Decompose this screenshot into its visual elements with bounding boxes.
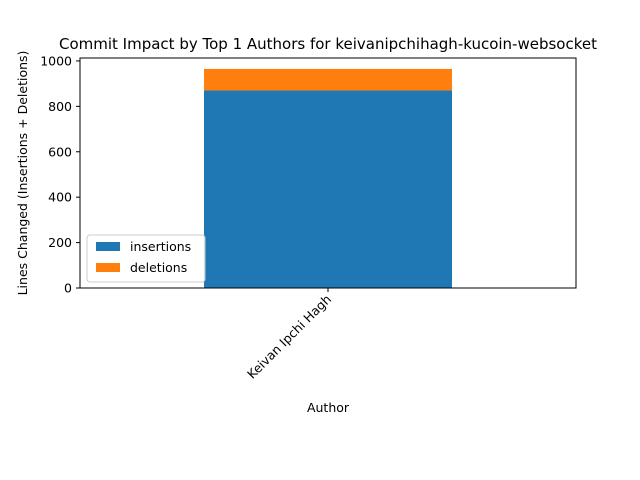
legend: insertions deletions [86, 234, 206, 283]
bars-layer [204, 68, 452, 288]
chart-title: Commit Impact by Top 1 Authors for keiva… [59, 35, 597, 53]
x-axis-title: Author [307, 400, 350, 415]
y-tick-label: 800 [48, 99, 72, 114]
legend-label-deletions: deletions [130, 260, 187, 275]
y-tick-label: 1000 [40, 53, 72, 68]
y-tick-label: 400 [48, 190, 72, 205]
y-tick-label: 0 [64, 281, 72, 296]
legend-swatch-deletions [96, 263, 120, 272]
y-axis-title: Lines Changed (Insertions + Deletions) [15, 51, 30, 296]
bar-insertions-0 [204, 90, 452, 288]
legend-label-insertions: insertions [130, 239, 191, 254]
legend-swatch-insertions [96, 242, 120, 251]
y-tick-label: 200 [48, 235, 72, 250]
x-tick-label: Keivan Ipchi Hagh [244, 292, 334, 382]
y-tick-label: 600 [48, 144, 72, 159]
y-axis: 0 200 400 600 800 1000 [40, 53, 80, 296]
bar-deletions-0 [204, 68, 452, 91]
x-axis: Keivan Ipchi Hagh [244, 288, 334, 382]
